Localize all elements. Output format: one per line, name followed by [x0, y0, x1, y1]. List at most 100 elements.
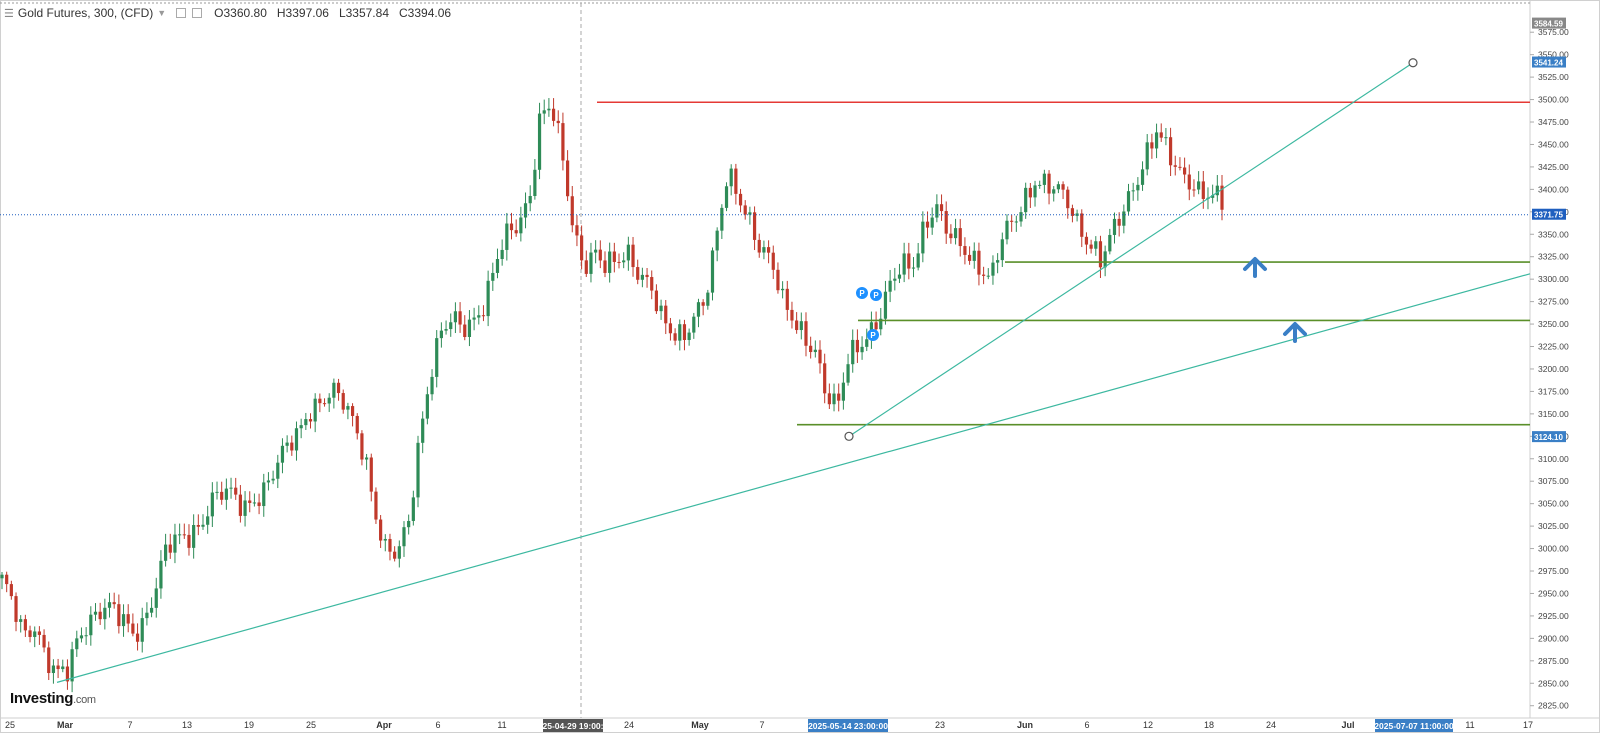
candle-body [23, 619, 27, 631]
candle-body [1056, 184, 1060, 190]
candle [654, 284, 659, 314]
candle-body [930, 217, 934, 228]
candle [528, 185, 532, 212]
event-marker: P [867, 329, 879, 341]
candle-body [626, 244, 630, 261]
candle [556, 110, 560, 134]
symbol-title[interactable]: Gold Futures, 300, (CFD) [17, 6, 154, 20]
candle [1084, 232, 1089, 255]
candle-body [603, 260, 607, 273]
candle-body [243, 500, 247, 516]
candle [33, 626, 37, 648]
candle [14, 592, 18, 632]
candle [98, 602, 102, 625]
candle [584, 250, 588, 277]
candle-body [257, 502, 261, 507]
candle [131, 613, 135, 637]
candle-body [1047, 173, 1051, 194]
candle [766, 240, 771, 264]
candle [977, 242, 981, 286]
candle-body [393, 551, 397, 559]
price-tick-label: 3300.00 [1538, 274, 1569, 284]
candle-body [1131, 190, 1135, 192]
candle-body [897, 274, 902, 279]
candle-body [542, 110, 546, 114]
candle-body [1122, 211, 1126, 226]
candle-body [925, 221, 930, 228]
candle-body [1014, 221, 1018, 223]
candles [0, 98, 1224, 693]
settings-icon[interactable] [192, 8, 203, 18]
candle-body [851, 339, 855, 365]
candle-body [911, 267, 916, 269]
candle-body [238, 494, 242, 516]
candle [336, 378, 341, 401]
candle [360, 430, 364, 466]
candle [949, 224, 953, 244]
time-highlight-box [543, 719, 603, 732]
candle-body [944, 211, 948, 234]
candle [561, 112, 565, 171]
time-tick-label: 24 [1266, 720, 1276, 730]
candle-body [893, 278, 897, 281]
candle [580, 225, 584, 270]
candle [0, 572, 4, 590]
candle [164, 533, 168, 567]
candle-body [1136, 184, 1140, 191]
chevron-down-icon[interactable]: ▼ [157, 8, 167, 18]
candle-body [154, 588, 158, 608]
candle-body [874, 322, 878, 330]
time-tick-label: 7 [127, 720, 132, 730]
price-label-text: 3371.75 [1534, 211, 1563, 220]
candle-body [397, 546, 401, 559]
candle-body [645, 274, 649, 278]
candle-body [1159, 132, 1163, 138]
candle [70, 641, 74, 693]
candle [1028, 182, 1032, 209]
candle [322, 398, 327, 407]
candle-body [668, 323, 673, 334]
candle [1183, 157, 1187, 184]
candle-body [771, 252, 775, 270]
candle-body [1094, 241, 1098, 249]
candle-body [1000, 239, 1004, 261]
candle [664, 299, 668, 335]
candle [196, 514, 200, 536]
price-tick-label: 2975.00 [1538, 566, 1569, 576]
time-highlight-label: 2025-04-29 19:00:00 [533, 719, 613, 732]
candle-body [355, 415, 359, 434]
menu-icon[interactable]: ☰ [4, 7, 14, 20]
price-tick-label: 3000.00 [1538, 544, 1569, 554]
hide-icon[interactable] [176, 8, 187, 18]
candle-body [201, 524, 205, 527]
candle [570, 185, 574, 233]
candle-body [276, 462, 280, 479]
candle [514, 219, 518, 237]
chart-header: ☰ Gold Futures, 300, (CFD) ▼ O3360.80 H3… [4, 6, 451, 20]
candle-body [809, 345, 813, 353]
candle [500, 239, 504, 266]
candle [481, 305, 486, 322]
candle [916, 242, 920, 271]
candle-body [837, 393, 841, 401]
candle-body [710, 250, 715, 293]
candle [771, 245, 775, 280]
candle [612, 242, 616, 273]
trendline-anchor-end [1408, 58, 1418, 68]
candle-body [42, 634, 46, 648]
candle [341, 389, 345, 414]
candle [84, 627, 88, 645]
price-tick-label: 3550.00 [1538, 50, 1569, 60]
time-tick-label: 24 [624, 720, 634, 730]
candle [206, 505, 210, 534]
candle [449, 313, 453, 337]
candle [1038, 180, 1042, 189]
candle-body [379, 519, 383, 541]
candle [453, 302, 458, 334]
price-tick-label: 3225.00 [1538, 342, 1569, 352]
candle [61, 659, 65, 673]
candle-body [206, 516, 210, 525]
candle [1047, 170, 1051, 205]
